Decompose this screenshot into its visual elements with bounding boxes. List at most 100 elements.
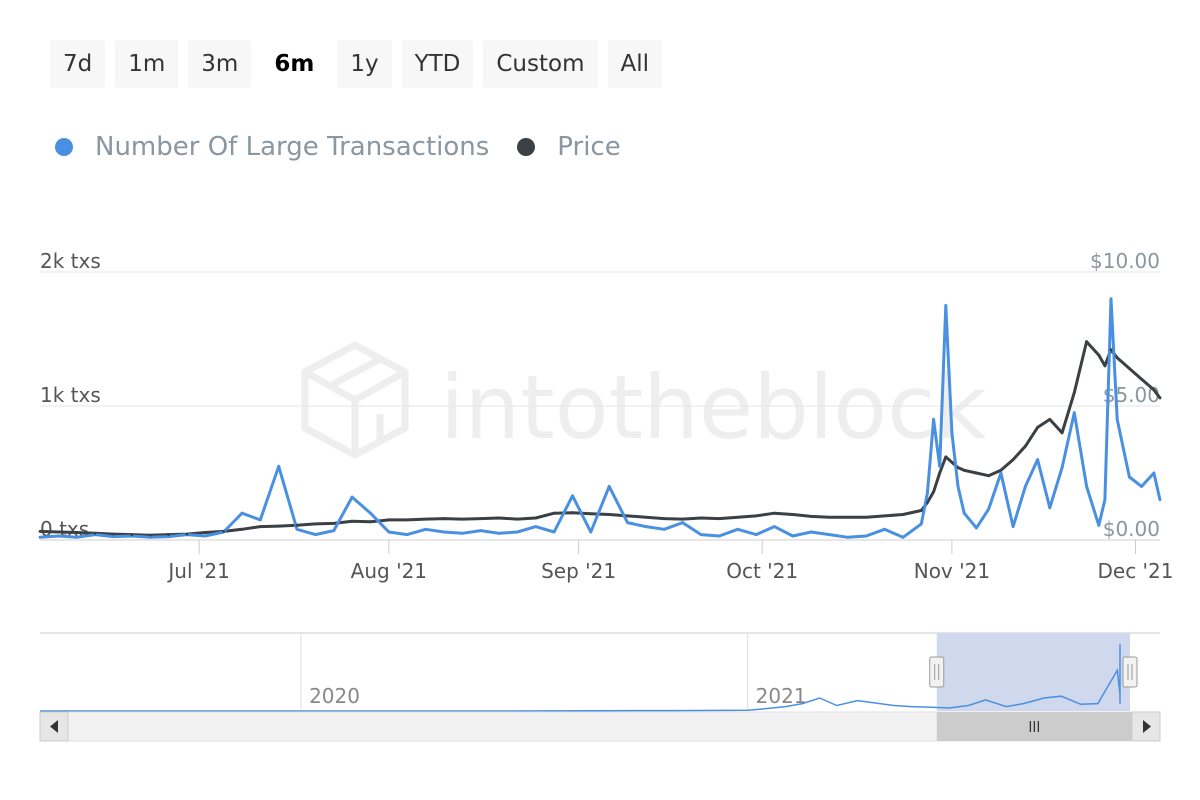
price-point[interactable] (369, 520, 372, 524)
price-point[interactable] (950, 460, 954, 464)
transactions-point[interactable] (240, 511, 244, 515)
price-point[interactable] (295, 523, 299, 527)
price-point[interactable] (479, 517, 483, 520)
price-point[interactable] (938, 471, 942, 475)
price-point[interactable] (56, 530, 60, 534)
transactions-point[interactable] (258, 518, 262, 522)
transactions-point[interactable] (1060, 466, 1064, 470)
price-point[interactable] (1115, 356, 1119, 360)
range-button-all[interactable]: All (607, 40, 663, 88)
price-point[interactable] (607, 513, 611, 516)
price-point[interactable] (442, 517, 446, 520)
price-point[interactable] (1109, 348, 1113, 352)
price-point[interactable] (167, 533, 170, 537)
transactions-point[interactable] (332, 529, 336, 533)
transactions-point[interactable] (534, 525, 538, 528)
transactions-point[interactable] (277, 464, 281, 468)
transactions-point[interactable] (987, 507, 991, 511)
transactions-point[interactable] (938, 464, 942, 468)
range-button-ytd[interactable]: YTD (401, 40, 474, 88)
transactions-point[interactable] (38, 535, 42, 539)
price-point[interactable] (75, 531, 79, 534)
transactions-point[interactable] (754, 533, 758, 537)
transactions-point[interactable] (424, 527, 427, 531)
price-point[interactable] (1158, 396, 1162, 400)
transactions-point[interactable] (662, 527, 666, 531)
transactions-point[interactable] (369, 511, 372, 515)
price-point[interactable] (1140, 377, 1144, 381)
transactions-point[interactable] (350, 495, 354, 499)
price-point[interactable] (460, 517, 464, 521)
transactions-point[interactable] (1115, 418, 1119, 421)
price-point[interactable] (130, 533, 134, 537)
legend-item-price[interactable]: Price (517, 132, 621, 162)
price-point[interactable] (38, 530, 42, 533)
range-button-1y[interactable]: 1y (337, 40, 392, 88)
transactions-point[interactable] (773, 525, 776, 528)
transactions-point[interactable] (479, 529, 483, 533)
transactions-point[interactable] (999, 471, 1003, 475)
price-point[interactable] (791, 513, 795, 516)
price-point[interactable] (883, 514, 886, 518)
transactions-point[interactable] (901, 535, 905, 539)
price-point[interactable] (332, 521, 336, 525)
price-point[interactable] (589, 512, 593, 516)
transactions-point[interactable] (626, 521, 629, 524)
price-point[interactable] (571, 511, 574, 515)
price-point[interactable] (424, 517, 427, 521)
transactions-point[interactable] (442, 530, 446, 534)
transactions-point[interactable] (736, 527, 740, 531)
price-point[interactable] (387, 518, 391, 522)
transactions-point[interactable] (974, 526, 978, 530)
transactions-point[interactable] (809, 530, 813, 534)
transactions-point[interactable] (552, 530, 556, 534)
price-point[interactable] (203, 531, 207, 534)
price-point[interactable] (1103, 364, 1107, 368)
navigator-handle-left[interactable] (929, 656, 945, 688)
range-button-1m[interactable]: 1m (115, 40, 179, 88)
transactions-point[interactable] (1097, 523, 1101, 527)
transactions-point[interactable] (1023, 485, 1027, 488)
transactions-point[interactable] (1152, 471, 1156, 475)
price-point[interactable] (1152, 388, 1156, 392)
transactions-point[interactable] (295, 527, 299, 531)
range-button-custom[interactable]: Custom (483, 40, 598, 88)
price-point[interactable] (919, 509, 923, 512)
transactions-point[interactable] (846, 535, 850, 539)
price-point[interactable] (809, 515, 813, 518)
transactions-point[interactable] (607, 485, 611, 488)
price-point[interactable] (681, 517, 685, 521)
price-point[interactable] (185, 532, 189, 536)
price-point[interactable] (240, 527, 244, 531)
transactions-point[interactable] (1103, 498, 1107, 502)
price-point[interactable] (926, 501, 929, 504)
transactions-point[interactable] (962, 511, 966, 515)
transactions-point[interactable] (203, 534, 207, 538)
price-point[interactable] (93, 531, 97, 535)
price-point[interactable] (277, 524, 281, 528)
price-point[interactable] (699, 516, 703, 520)
price-point[interactable] (864, 515, 868, 519)
price-point[interactable] (644, 515, 648, 519)
transactions-point[interactable] (828, 533, 831, 537)
price-point[interactable] (828, 515, 831, 519)
price-point[interactable] (736, 515, 740, 519)
transactions-point[interactable] (864, 534, 868, 538)
price-point[interactable] (662, 517, 666, 520)
price-point[interactable] (1060, 431, 1064, 435)
transactions-point[interactable] (1127, 475, 1131, 479)
transactions-point[interactable] (75, 535, 79, 539)
price-point[interactable] (112, 532, 115, 536)
transactions-point[interactable] (926, 491, 929, 495)
transactions-point[interactable] (1036, 458, 1039, 461)
transactions-point[interactable] (950, 431, 954, 435)
transactions-point[interactable] (791, 534, 795, 538)
price-point[interactable] (1097, 353, 1101, 357)
range-button-3m[interactable]: 3m (188, 40, 252, 88)
price-point[interactable] (1072, 391, 1076, 394)
price-point[interactable] (626, 514, 629, 518)
price-point[interactable] (534, 516, 538, 520)
price-point[interactable] (717, 517, 721, 520)
transactions-point[interactable] (497, 531, 501, 535)
price-point[interactable] (222, 530, 226, 533)
